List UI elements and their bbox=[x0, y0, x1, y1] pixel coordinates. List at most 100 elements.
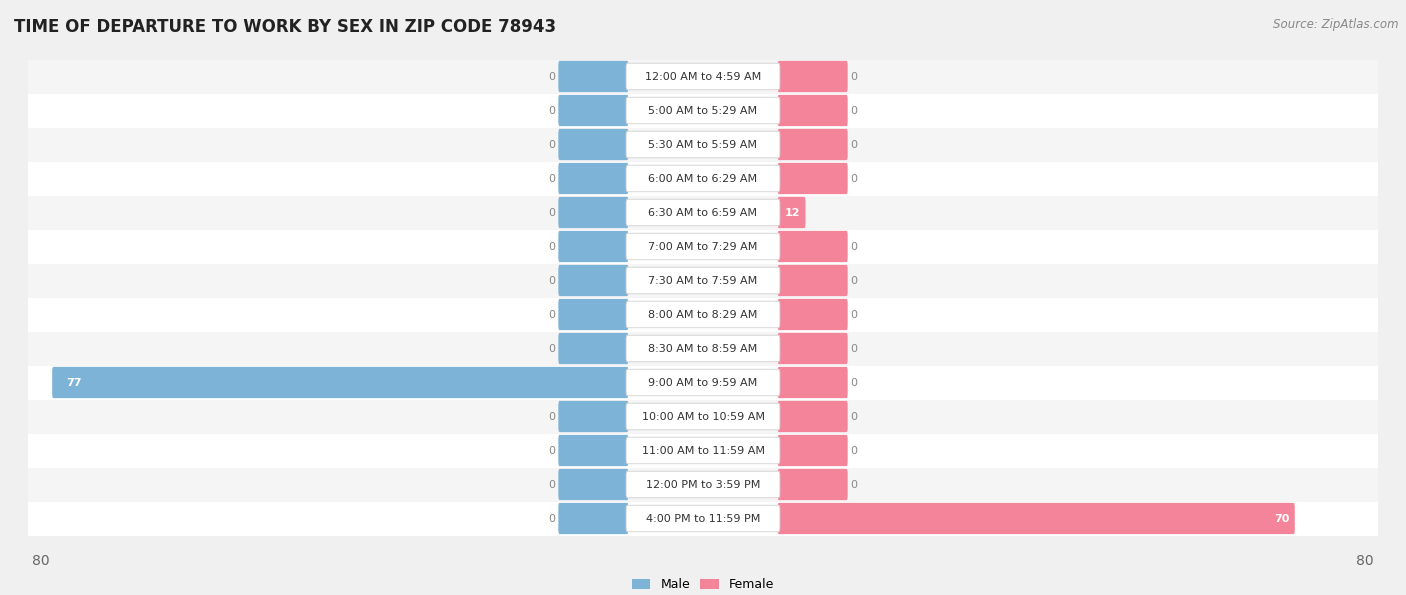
FancyBboxPatch shape bbox=[626, 471, 780, 498]
Text: 6:00 AM to 6:29 AM: 6:00 AM to 6:29 AM bbox=[648, 174, 758, 183]
FancyBboxPatch shape bbox=[52, 367, 628, 398]
Text: 0: 0 bbox=[548, 480, 555, 490]
FancyBboxPatch shape bbox=[626, 403, 780, 430]
FancyBboxPatch shape bbox=[626, 267, 780, 294]
Bar bbox=[28, 230, 1378, 264]
FancyBboxPatch shape bbox=[778, 299, 848, 330]
FancyBboxPatch shape bbox=[778, 231, 848, 262]
Text: 0: 0 bbox=[548, 242, 555, 252]
FancyBboxPatch shape bbox=[626, 199, 780, 226]
Text: 12:00 AM to 4:59 AM: 12:00 AM to 4:59 AM bbox=[645, 71, 761, 82]
Text: 0: 0 bbox=[548, 343, 555, 353]
FancyBboxPatch shape bbox=[778, 333, 848, 364]
Text: 0: 0 bbox=[548, 446, 555, 456]
Text: 6:30 AM to 6:59 AM: 6:30 AM to 6:59 AM bbox=[648, 208, 758, 218]
Text: 0: 0 bbox=[851, 377, 858, 387]
Text: 0: 0 bbox=[548, 139, 555, 149]
Bar bbox=[28, 298, 1378, 331]
Text: 0: 0 bbox=[851, 174, 858, 183]
FancyBboxPatch shape bbox=[778, 129, 848, 160]
FancyBboxPatch shape bbox=[558, 299, 628, 330]
Text: 12:00 PM to 3:59 PM: 12:00 PM to 3:59 PM bbox=[645, 480, 761, 490]
FancyBboxPatch shape bbox=[778, 197, 806, 228]
FancyBboxPatch shape bbox=[778, 95, 848, 126]
FancyBboxPatch shape bbox=[778, 401, 848, 432]
Text: 0: 0 bbox=[851, 446, 858, 456]
Bar bbox=[28, 365, 1378, 399]
Text: 5:30 AM to 5:59 AM: 5:30 AM to 5:59 AM bbox=[648, 139, 758, 149]
FancyBboxPatch shape bbox=[558, 231, 628, 262]
FancyBboxPatch shape bbox=[626, 131, 780, 158]
Text: 10:00 AM to 10:59 AM: 10:00 AM to 10:59 AM bbox=[641, 412, 765, 421]
Bar bbox=[28, 399, 1378, 434]
FancyBboxPatch shape bbox=[558, 503, 628, 534]
Text: 80: 80 bbox=[32, 554, 51, 568]
FancyBboxPatch shape bbox=[558, 435, 628, 466]
FancyBboxPatch shape bbox=[558, 163, 628, 194]
FancyBboxPatch shape bbox=[626, 63, 780, 90]
Bar bbox=[28, 127, 1378, 161]
Text: 0: 0 bbox=[548, 174, 555, 183]
FancyBboxPatch shape bbox=[778, 469, 848, 500]
Text: 0: 0 bbox=[851, 480, 858, 490]
FancyBboxPatch shape bbox=[558, 401, 628, 432]
FancyBboxPatch shape bbox=[778, 265, 848, 296]
Text: 0: 0 bbox=[548, 71, 555, 82]
FancyBboxPatch shape bbox=[778, 61, 848, 92]
Text: 0: 0 bbox=[548, 309, 555, 320]
Text: Source: ZipAtlas.com: Source: ZipAtlas.com bbox=[1274, 18, 1399, 31]
Bar bbox=[28, 93, 1378, 127]
Text: 0: 0 bbox=[851, 412, 858, 421]
FancyBboxPatch shape bbox=[778, 367, 848, 398]
Text: 0: 0 bbox=[851, 242, 858, 252]
FancyBboxPatch shape bbox=[626, 505, 780, 532]
Text: 12: 12 bbox=[785, 208, 800, 218]
Text: 4:00 PM to 11:59 PM: 4:00 PM to 11:59 PM bbox=[645, 513, 761, 524]
FancyBboxPatch shape bbox=[626, 369, 780, 396]
FancyBboxPatch shape bbox=[558, 333, 628, 364]
Text: 8:30 AM to 8:59 AM: 8:30 AM to 8:59 AM bbox=[648, 343, 758, 353]
FancyBboxPatch shape bbox=[626, 335, 780, 362]
FancyBboxPatch shape bbox=[558, 197, 628, 228]
Text: 0: 0 bbox=[851, 105, 858, 115]
Text: 11:00 AM to 11:59 AM: 11:00 AM to 11:59 AM bbox=[641, 446, 765, 456]
Bar bbox=[28, 331, 1378, 365]
Bar bbox=[28, 161, 1378, 196]
Text: 0: 0 bbox=[548, 513, 555, 524]
Legend: Male, Female: Male, Female bbox=[631, 578, 775, 591]
FancyBboxPatch shape bbox=[558, 129, 628, 160]
Text: 7:30 AM to 7:59 AM: 7:30 AM to 7:59 AM bbox=[648, 275, 758, 286]
FancyBboxPatch shape bbox=[778, 163, 848, 194]
Text: 0: 0 bbox=[851, 343, 858, 353]
Text: 5:00 AM to 5:29 AM: 5:00 AM to 5:29 AM bbox=[648, 105, 758, 115]
FancyBboxPatch shape bbox=[626, 165, 780, 192]
FancyBboxPatch shape bbox=[626, 233, 780, 260]
FancyBboxPatch shape bbox=[558, 469, 628, 500]
Text: 0: 0 bbox=[548, 105, 555, 115]
FancyBboxPatch shape bbox=[626, 437, 780, 464]
Text: 9:00 AM to 9:59 AM: 9:00 AM to 9:59 AM bbox=[648, 377, 758, 387]
FancyBboxPatch shape bbox=[558, 61, 628, 92]
Text: 0: 0 bbox=[851, 71, 858, 82]
Bar bbox=[28, 434, 1378, 468]
FancyBboxPatch shape bbox=[626, 301, 780, 328]
Text: 7:00 AM to 7:29 AM: 7:00 AM to 7:29 AM bbox=[648, 242, 758, 252]
FancyBboxPatch shape bbox=[558, 95, 628, 126]
Text: 0: 0 bbox=[851, 309, 858, 320]
FancyBboxPatch shape bbox=[778, 435, 848, 466]
Bar bbox=[28, 502, 1378, 536]
Text: 80: 80 bbox=[1355, 554, 1374, 568]
Text: 0: 0 bbox=[851, 139, 858, 149]
FancyBboxPatch shape bbox=[558, 265, 628, 296]
Text: 0: 0 bbox=[548, 208, 555, 218]
Text: 77: 77 bbox=[66, 377, 82, 387]
FancyBboxPatch shape bbox=[778, 503, 1295, 534]
Text: 8:00 AM to 8:29 AM: 8:00 AM to 8:29 AM bbox=[648, 309, 758, 320]
Bar bbox=[28, 264, 1378, 298]
Text: TIME OF DEPARTURE TO WORK BY SEX IN ZIP CODE 78943: TIME OF DEPARTURE TO WORK BY SEX IN ZIP … bbox=[14, 18, 557, 36]
Text: 0: 0 bbox=[851, 275, 858, 286]
Bar bbox=[28, 468, 1378, 502]
Text: 70: 70 bbox=[1274, 513, 1289, 524]
Bar bbox=[28, 196, 1378, 230]
FancyBboxPatch shape bbox=[626, 97, 780, 124]
